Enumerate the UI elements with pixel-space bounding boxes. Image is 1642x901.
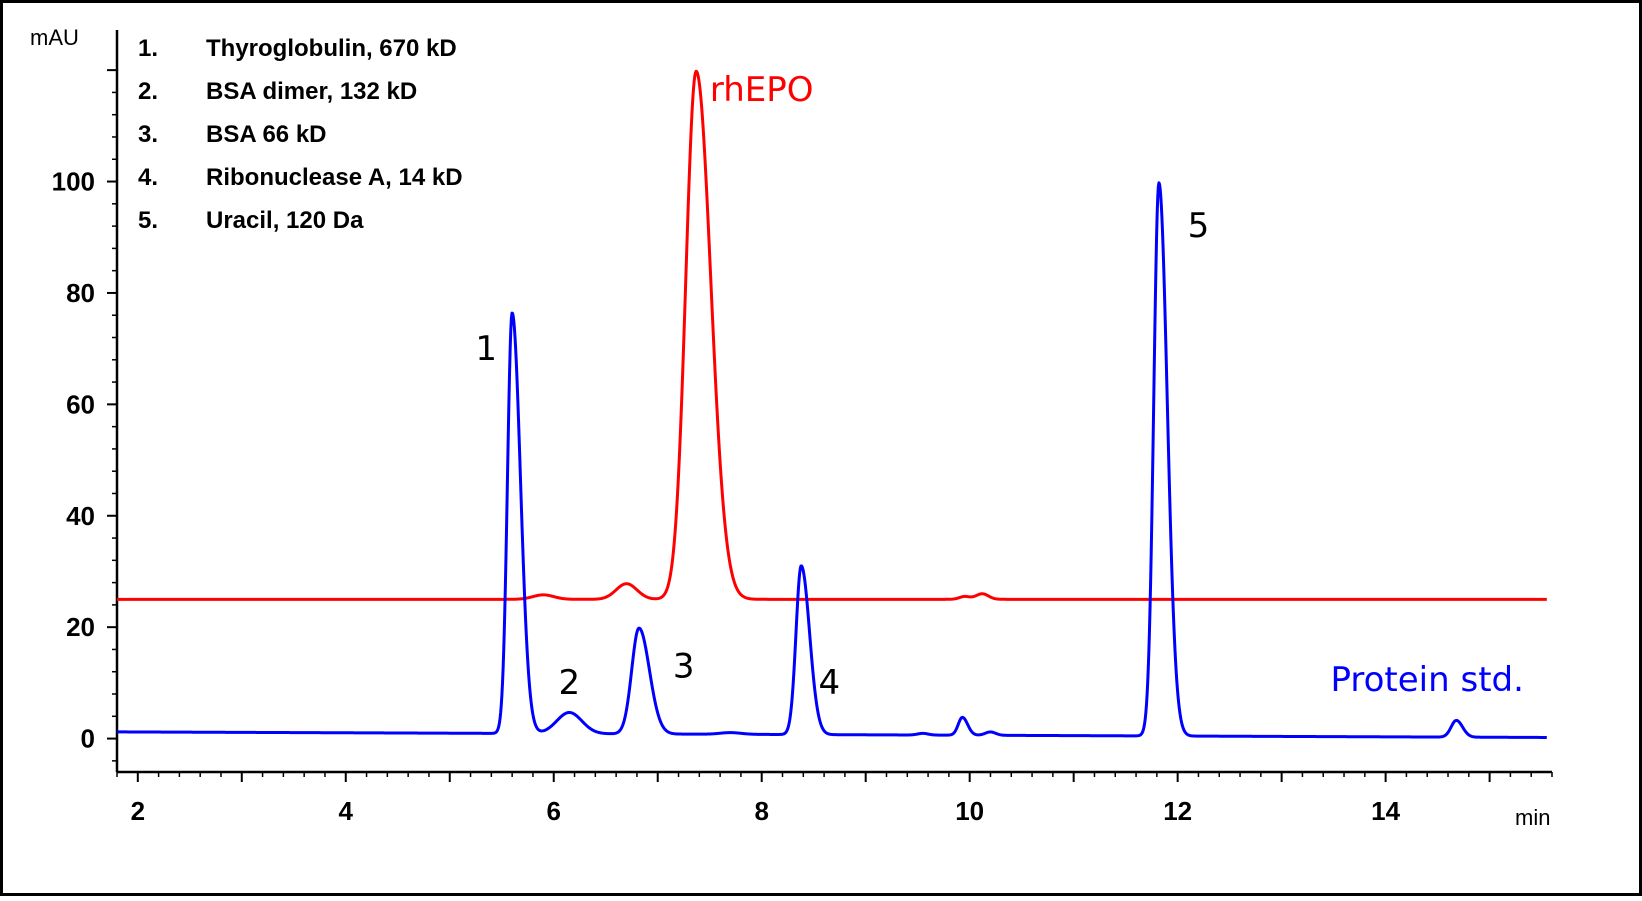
y-tick-label: 0 — [81, 724, 95, 754]
legend-item-text: Ribonuclease A, 14 kD — [206, 164, 463, 191]
legend-item-text: BSA 66 kD — [206, 121, 327, 148]
legend-item-number: 3. — [138, 121, 158, 148]
legend-item-number: 1. — [138, 35, 158, 62]
peak-label-2: 2 — [559, 663, 581, 703]
legend-item-text: BSA dimer, 132 kD — [206, 78, 417, 105]
legend-item-number: 5. — [138, 207, 158, 234]
y-tick-label: 20 — [66, 612, 95, 642]
series-line-1 — [116, 181, 1548, 739]
series-label: Protein std. — [1330, 660, 1523, 700]
y-tick-label: 100 — [52, 167, 95, 197]
y-axis-label: mAU — [30, 25, 79, 50]
series-line-0 — [116, 69, 1548, 601]
x-tick-label: 10 — [955, 796, 984, 826]
annotations-group: 1 2 3 4 5 rhEPO Protein std. — [475, 70, 1524, 703]
y-tick-label: 60 — [66, 389, 95, 419]
peak-label-4: 4 — [818, 663, 840, 703]
legend-item-text: Uracil, 120 Da — [206, 207, 364, 234]
x-tick-label: 12 — [1163, 796, 1192, 826]
legend: 1. Thyroglobulin, 670 kD 2. BSA dimer, 132 … — [138, 35, 463, 234]
x-tick-label: 4 — [339, 796, 354, 826]
x-tick-label: 2 — [131, 796, 145, 826]
x-tick-label: 14 — [1371, 796, 1400, 826]
series-label: rhEPO — [710, 70, 814, 110]
peak-label-1: 1 — [475, 329, 497, 369]
peak-label-5: 5 — [1188, 206, 1210, 246]
legend-item-text: Thyroglobulin, 670 kD — [206, 35, 457, 62]
x-tick-label: 8 — [754, 796, 768, 826]
y-tick-label: 80 — [66, 278, 95, 308]
peak-label-3: 3 — [673, 646, 695, 686]
x-axis-label: min — [1515, 805, 1550, 830]
series-group — [116, 69, 1548, 739]
x-tick-label: 6 — [547, 796, 561, 826]
y-tick-label: 40 — [66, 501, 95, 531]
legend-item-number: 4. — [138, 164, 158, 191]
legend-item-number: 2. — [138, 78, 158, 105]
